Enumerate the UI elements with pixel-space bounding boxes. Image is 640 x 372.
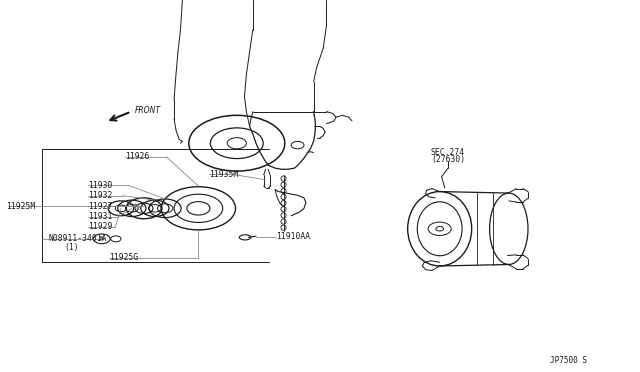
- Text: 11932: 11932: [88, 191, 113, 200]
- Text: 11931: 11931: [88, 212, 113, 221]
- Text: SEC.274: SEC.274: [431, 148, 465, 157]
- Text: N08911-3401A: N08911-3401A: [49, 234, 107, 243]
- Text: 11925G: 11925G: [109, 253, 139, 262]
- Text: (1): (1): [64, 243, 79, 251]
- Text: 11910AA: 11910AA: [276, 232, 310, 241]
- Text: N: N: [100, 236, 104, 241]
- Text: 11935M: 11935M: [209, 170, 238, 179]
- Text: FRONT: FRONT: [134, 106, 161, 115]
- Text: 11929: 11929: [88, 222, 113, 231]
- Text: 11926: 11926: [125, 153, 150, 161]
- Text: 11930: 11930: [88, 181, 113, 190]
- Text: JP7500 S: JP7500 S: [550, 356, 588, 365]
- Text: 11925M: 11925M: [6, 202, 36, 211]
- Text: 11927: 11927: [88, 202, 113, 211]
- Text: (27630): (27630): [431, 155, 465, 164]
